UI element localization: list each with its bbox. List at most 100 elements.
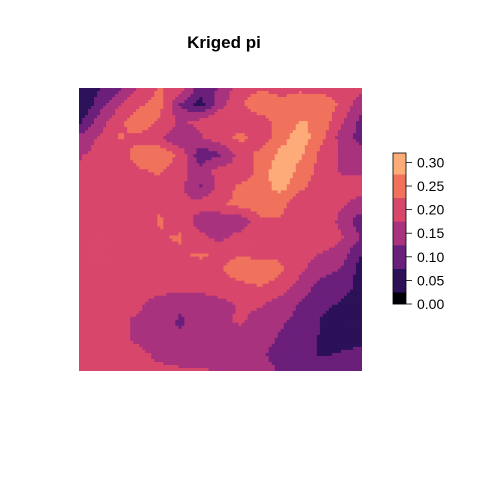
heatmap-cell bbox=[121, 148, 124, 151]
heatmap-cell bbox=[190, 205, 193, 208]
heatmap-cell bbox=[227, 169, 230, 172]
heatmap-cell bbox=[272, 199, 275, 202]
heatmap-cell bbox=[202, 245, 205, 248]
heatmap-cell bbox=[287, 103, 290, 106]
heatmap-cell bbox=[130, 124, 133, 127]
heatmap-cell bbox=[160, 226, 163, 229]
heatmap-cell bbox=[94, 160, 97, 163]
heatmap-cell bbox=[350, 145, 353, 148]
heatmap-cell bbox=[199, 88, 202, 91]
heatmap-cell bbox=[260, 148, 263, 151]
heatmap-cell bbox=[100, 245, 103, 248]
heatmap-cell bbox=[214, 139, 217, 142]
heatmap-cell bbox=[184, 142, 187, 145]
heatmap-cell bbox=[115, 196, 118, 199]
heatmap-cell bbox=[112, 145, 115, 148]
heatmap-cell bbox=[184, 172, 187, 175]
heatmap-cell bbox=[242, 205, 245, 208]
heatmap-cell bbox=[163, 223, 166, 226]
heatmap-cell bbox=[193, 190, 196, 193]
heatmap-cell bbox=[82, 121, 85, 124]
heatmap-cell bbox=[100, 199, 103, 202]
heatmap-cell bbox=[151, 136, 154, 139]
heatmap-cell bbox=[242, 169, 245, 172]
heatmap-cell bbox=[166, 184, 169, 187]
heatmap-cell bbox=[239, 245, 242, 248]
heatmap-cell bbox=[332, 127, 335, 130]
heatmap-cell bbox=[202, 109, 205, 112]
heatmap-cell bbox=[227, 211, 230, 214]
heatmap-cell bbox=[305, 169, 308, 172]
heatmap-cell bbox=[94, 196, 97, 199]
heatmap-cell bbox=[112, 233, 115, 236]
heatmap-cell bbox=[320, 118, 323, 121]
heatmap-cell bbox=[184, 233, 187, 236]
heatmap-cell bbox=[296, 202, 299, 205]
heatmap-cell bbox=[317, 142, 320, 145]
heatmap-cell bbox=[221, 178, 224, 181]
heatmap-cell bbox=[121, 157, 124, 160]
heatmap-cell bbox=[217, 160, 220, 163]
heatmap-cell bbox=[227, 136, 230, 139]
heatmap-cell bbox=[139, 205, 142, 208]
heatmap-cell bbox=[251, 242, 254, 245]
heatmap-cell bbox=[124, 151, 127, 154]
heatmap-cell bbox=[272, 112, 275, 115]
heatmap-cell bbox=[160, 187, 163, 190]
heatmap-cell bbox=[217, 230, 220, 233]
heatmap-cell bbox=[157, 97, 160, 100]
heatmap-cell bbox=[332, 190, 335, 193]
heatmap-cell bbox=[272, 190, 275, 193]
heatmap-cell bbox=[205, 202, 208, 205]
heatmap-cell bbox=[130, 163, 133, 166]
heatmap-cell bbox=[263, 142, 266, 145]
heatmap-cell bbox=[148, 226, 151, 229]
heatmap-cell bbox=[332, 211, 335, 214]
heatmap-cell bbox=[308, 245, 311, 248]
heatmap-cell bbox=[160, 88, 163, 91]
heatmap-cell bbox=[196, 139, 199, 142]
heatmap-cell bbox=[236, 124, 239, 127]
heatmap-cell bbox=[278, 169, 281, 172]
heatmap-cell bbox=[163, 118, 166, 121]
heatmap-cell bbox=[211, 154, 214, 157]
heatmap-cell bbox=[290, 142, 293, 145]
heatmap-cell bbox=[148, 205, 151, 208]
heatmap-cell bbox=[332, 236, 335, 239]
heatmap-cell bbox=[85, 136, 88, 139]
heatmap-cell bbox=[341, 160, 344, 163]
heatmap-cell bbox=[272, 202, 275, 205]
heatmap-cell bbox=[221, 223, 224, 226]
heatmap-surface bbox=[79, 88, 362, 371]
heatmap-cell bbox=[305, 193, 308, 196]
heatmap-cell bbox=[323, 239, 326, 242]
heatmap-cell bbox=[214, 127, 217, 130]
heatmap-cell bbox=[347, 230, 350, 233]
heatmap-cell bbox=[172, 175, 175, 178]
heatmap-cell bbox=[103, 178, 106, 181]
heatmap-cell bbox=[100, 223, 103, 226]
heatmap-cell bbox=[242, 208, 245, 211]
heatmap-cell bbox=[287, 172, 290, 175]
heatmap-cell bbox=[121, 139, 124, 142]
heatmap-cell bbox=[79, 148, 82, 151]
heatmap-cell bbox=[187, 202, 190, 205]
heatmap-cell bbox=[356, 169, 359, 172]
heatmap-cell bbox=[293, 169, 296, 172]
heatmap-cell bbox=[205, 112, 208, 115]
heatmap-cell bbox=[269, 175, 272, 178]
heatmap-cell bbox=[287, 236, 290, 239]
heatmap-cell bbox=[254, 133, 257, 136]
heatmap-cell bbox=[181, 136, 184, 139]
heatmap-cell bbox=[284, 136, 287, 139]
heatmap-cell bbox=[272, 139, 275, 142]
heatmap-cell bbox=[211, 112, 214, 115]
heatmap-cell bbox=[130, 136, 133, 139]
heatmap-cell bbox=[151, 154, 154, 157]
heatmap-cell bbox=[91, 196, 94, 199]
heatmap-cell bbox=[269, 172, 272, 175]
heatmap-cell bbox=[136, 157, 139, 160]
heatmap-cell bbox=[275, 211, 278, 214]
heatmap-cell bbox=[184, 103, 187, 106]
heatmap-cell bbox=[217, 130, 220, 133]
